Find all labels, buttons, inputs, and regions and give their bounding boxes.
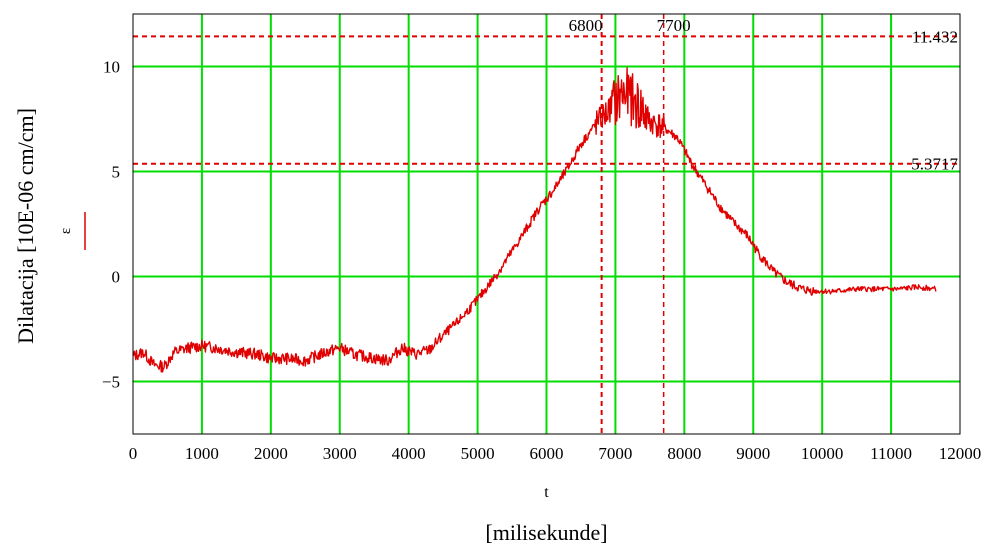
plot-frame bbox=[132, 13, 961, 435]
x-tick-label: 11000 bbox=[870, 444, 912, 463]
x-tick-label: 10000 bbox=[801, 444, 844, 463]
x-tick-label: 6000 bbox=[530, 444, 564, 463]
x-tick-label: 1000 bbox=[185, 444, 219, 463]
x-axis-label: t bbox=[544, 484, 549, 501]
tick-labels: 0 1000 2000 3000 4000 5000 6000 7000 8000 9000 100… bbox=[102, 58, 981, 464]
axis-labels: t [milisekunde] Dilatacija [10E-06 cm/cm] ε bbox=[13, 108, 608, 545]
y-tick-label: 5 bbox=[112, 163, 121, 182]
series-line-epsilon bbox=[132, 67, 937, 373]
legend-series-name: ε bbox=[58, 228, 74, 234]
y-axis-label: Dilatacija [10E-06 cm/cm] bbox=[13, 108, 38, 344]
series-group bbox=[132, 67, 937, 373]
x-tick-label: 9000 bbox=[736, 444, 770, 463]
v-marker-label: 6800 bbox=[569, 16, 603, 35]
x-tick-label: 2000 bbox=[254, 444, 288, 463]
x-tick-label: 4000 bbox=[392, 444, 426, 463]
y-tick-label: −5 bbox=[102, 373, 120, 392]
x-tick-label: 8000 bbox=[667, 444, 701, 463]
x-tick-label: 5000 bbox=[461, 444, 495, 463]
x-tick-label: 12000 bbox=[939, 444, 982, 463]
v-marker-label: 7700 bbox=[657, 16, 691, 35]
y-tick-label: 10 bbox=[103, 58, 120, 77]
y-tick-label: 0 bbox=[112, 268, 121, 287]
h-marker-label: 11.432 bbox=[912, 27, 958, 46]
x-tick-label: 7000 bbox=[598, 444, 632, 463]
x-tick-label: 0 bbox=[129, 444, 138, 463]
h-marker-label: 5.3717 bbox=[911, 155, 958, 174]
x-axis-unit-label: [milisekunde] bbox=[485, 520, 607, 545]
grid bbox=[133, 14, 960, 434]
x-tick-label: 3000 bbox=[323, 444, 357, 463]
reference-markers: 11.432 5.3717 6800 7700 bbox=[133, 14, 960, 434]
